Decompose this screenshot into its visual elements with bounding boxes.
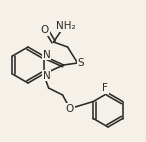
Text: S: S	[78, 58, 84, 68]
Text: O: O	[40, 25, 49, 35]
Text: N: N	[43, 50, 51, 59]
Text: NH₂: NH₂	[56, 21, 75, 31]
Text: O: O	[65, 104, 74, 114]
Text: N: N	[43, 70, 51, 81]
Text: F: F	[102, 83, 108, 93]
